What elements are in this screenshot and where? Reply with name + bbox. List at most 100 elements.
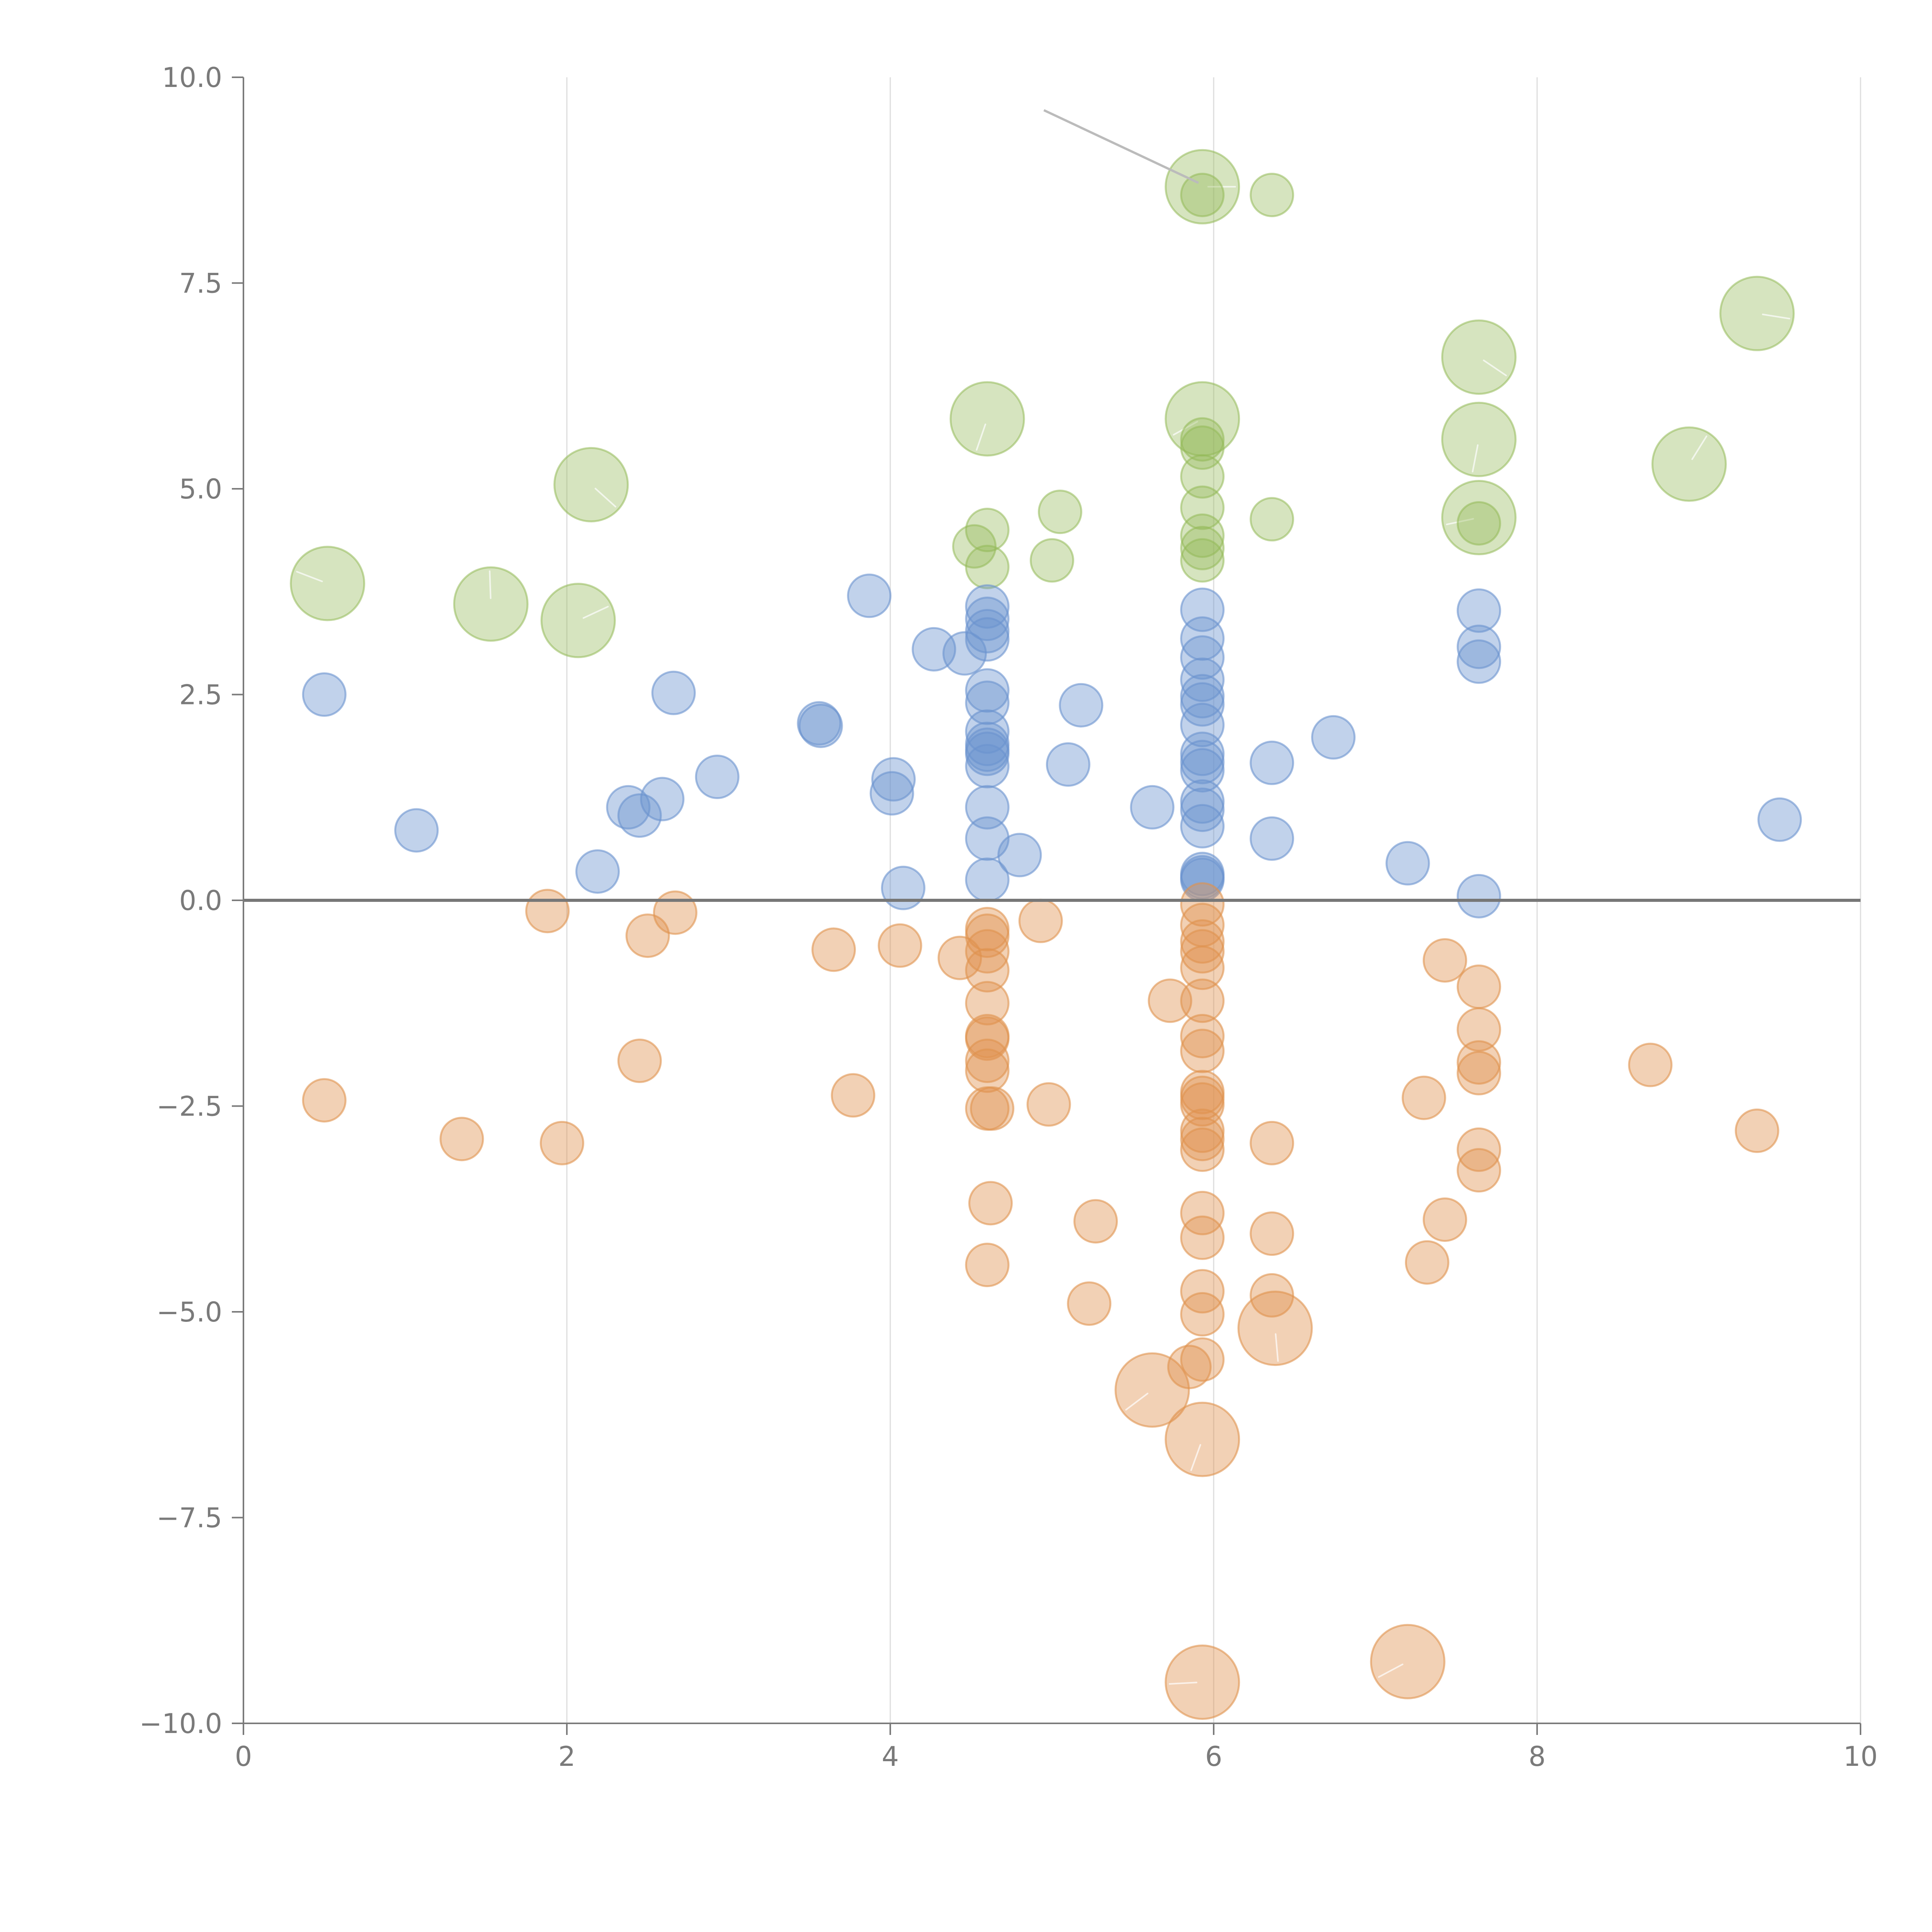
data-point: [965, 816, 1010, 861]
data-point: [1441, 319, 1517, 395]
data-point: [302, 1078, 347, 1123]
data-point: [1180, 787, 1225, 832]
data-point: [970, 1086, 1015, 1131]
bubble-needle: [1472, 444, 1479, 473]
data-point: [1180, 1082, 1225, 1127]
data-point: [1456, 1007, 1501, 1052]
data-point: [1114, 1352, 1190, 1428]
data-point: [1180, 1029, 1225, 1073]
data-point: [1385, 841, 1430, 886]
data-point: [1250, 497, 1294, 542]
data-point: [965, 731, 1010, 776]
data-point: [965, 1243, 1010, 1287]
data-point: [1180, 1014, 1225, 1058]
data-point: [290, 546, 366, 621]
data-point: [1180, 1269, 1225, 1314]
data-point: [1180, 1337, 1225, 1382]
bubble-needle: [976, 423, 986, 451]
data-point: [1180, 1127, 1225, 1172]
data-point: [1311, 715, 1356, 760]
data-point: [1456, 501, 1501, 546]
data-point: [1719, 276, 1795, 351]
y-tick-label: 0.0: [179, 885, 222, 917]
data-point: [797, 701, 842, 746]
data-point: [1757, 797, 1802, 842]
bubbles: [290, 149, 1802, 1720]
data-point: [869, 771, 914, 816]
data-point: [878, 923, 922, 968]
data-point: [1180, 748, 1225, 793]
data-point: [1237, 1291, 1313, 1366]
data-point: [965, 948, 1010, 993]
data-point: [871, 757, 916, 802]
data-point: [1180, 946, 1225, 990]
data-point: [1018, 898, 1063, 943]
data-point: [965, 785, 1010, 830]
data-point: [1422, 938, 1467, 983]
data-point: [1180, 929, 1225, 974]
data-point: [1370, 1624, 1446, 1699]
data-point: [1180, 804, 1225, 849]
data-point: [1456, 1051, 1501, 1095]
bubble-needle: [1378, 1663, 1403, 1678]
y-tick-label: 10.0: [162, 62, 222, 94]
annotations: [1043, 109, 1199, 184]
data-point: [1250, 173, 1294, 218]
y-tick-label: 5.0: [179, 473, 222, 505]
data-point: [439, 1117, 484, 1162]
axes: 0 2 4 6 8 10 10.0 7.5 5.0 2.5 0.0 −2.5 −5.0 −7.5 −10.0: [139, 62, 1878, 1772]
data-point: [539, 1121, 584, 1165]
data-point: [965, 913, 1010, 958]
bubble-needle: [1483, 359, 1507, 376]
data-point: [1180, 1292, 1225, 1337]
data-point: [1165, 1401, 1240, 1477]
data-point: [1628, 1043, 1673, 1087]
data-point: [965, 668, 1010, 713]
x-tick-label: 10: [1843, 1741, 1878, 1772]
data-point: [965, 584, 1010, 629]
data-point: [695, 755, 740, 799]
data-point: [1250, 740, 1294, 785]
y-tick-label: −2.5: [156, 1091, 222, 1122]
data-point: [811, 927, 856, 972]
data-point: [1180, 1117, 1225, 1162]
data-point: [1441, 401, 1517, 477]
y-tick-label: −7.5: [156, 1502, 222, 1534]
data-point: [1405, 1240, 1449, 1285]
x-tick-label: 2: [558, 1741, 576, 1772]
data-point: [1167, 1345, 1212, 1389]
data-point: [1180, 454, 1225, 499]
bubble-needle: [1190, 1444, 1201, 1471]
bubble-needle: [1691, 435, 1708, 460]
data-point: [1250, 1121, 1294, 1165]
bubble-needle: [594, 488, 616, 508]
y-tick-label: 2.5: [179, 679, 222, 711]
data-point: [1180, 1215, 1225, 1260]
data-point: [1180, 513, 1225, 558]
data-point: [965, 744, 1010, 789]
data-point: [1130, 785, 1175, 830]
bubble-needle: [1173, 421, 1198, 436]
data-point: [1059, 683, 1104, 728]
data-point: [965, 709, 1010, 754]
data-point: [965, 1038, 1010, 1083]
data-point: [651, 670, 696, 715]
data-point: [968, 1181, 1013, 1226]
x-tick-label: 8: [1529, 1741, 1546, 1772]
bubble-needle: [1446, 518, 1474, 526]
data-point: [965, 981, 1010, 1026]
x-tick-label: 0: [235, 1741, 252, 1772]
data-point: [653, 890, 697, 935]
data-point: [965, 929, 1010, 974]
data-point: [453, 566, 529, 642]
bubble-needle: [1762, 313, 1791, 320]
bubble-needle: [1168, 1682, 1197, 1685]
bubble-needle: [1275, 1333, 1279, 1362]
data-point: [1180, 657, 1225, 702]
data-point: [1441, 480, 1517, 556]
data-point: [1456, 964, 1501, 1009]
data-point: [1148, 978, 1192, 1023]
data-point: [553, 447, 629, 522]
data-point: [1456, 624, 1501, 669]
data-point: [1422, 1197, 1467, 1242]
